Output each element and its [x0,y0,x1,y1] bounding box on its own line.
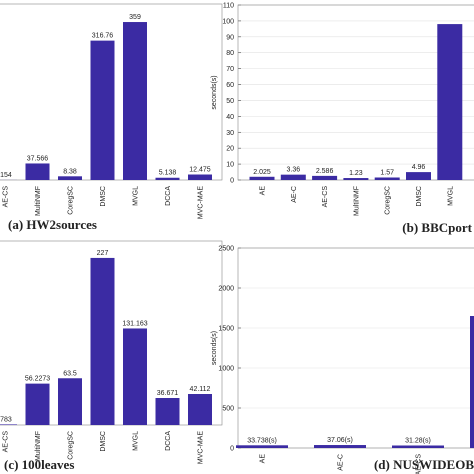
bar [314,445,366,448]
y-tick-label: 20 [226,146,234,153]
x-tick-label: AE-CS [3,431,10,453]
x-tick-label: MVC-MAE [198,431,205,464]
x-tick-label: MVGL [133,431,140,451]
value-label: 316.76 [92,33,114,40]
chart-title: (a) HW2sources [8,217,97,232]
y-tick-label: 2500 [218,246,234,253]
x-tick-label: MultiNMF [353,186,360,216]
x-tick-label: DMSC [100,431,107,452]
y-tick-label: 30 [226,130,234,137]
y-tick-label: 40 [226,114,234,121]
y-tick-label: 1000 [218,366,234,373]
bar [123,328,147,425]
value-label: 227 [97,250,109,257]
value-label: 131.163 [122,320,147,327]
bar [58,378,82,425]
bar [90,40,115,181]
value-label: 56.2273 [25,376,50,383]
x-tick-label: DCCA [165,186,172,206]
value-label: .154 [0,172,12,179]
bar [236,445,288,448]
value-label: 3.36 [286,167,300,174]
bar [188,394,212,425]
value-label: 8.38 [63,168,77,175]
bar [25,163,50,180]
y-tick-label: 110 [223,3,234,10]
y-axis-label: seconds(s) [211,331,218,365]
chart-title: (d) NUSWIDEOB [374,457,474,472]
x-tick-label: CoregSC [68,186,75,215]
x-tick-label: MVGL [447,186,454,206]
value-label: 1.23 [349,170,363,177]
bar [392,445,444,448]
bar [0,424,17,425]
bar [123,22,147,180]
value-label: 63.5 [63,370,77,377]
bar [470,316,474,448]
x-tick-label: MultiNMF [35,186,42,216]
y-tick-label: 100 [222,18,234,25]
y-tick-label: 500 [222,406,234,413]
value-label: .783 [0,416,12,423]
y-tick-label: 80 [226,50,234,57]
bar [155,177,180,180]
x-tick-label: CoregSC [385,186,392,215]
y-tick-label: 60 [226,82,234,89]
value-label: 37.06(s) [327,437,353,444]
value-label: 12.475 [189,167,211,174]
y-tick-label: 50 [226,98,234,105]
x-tick-label: AE-CS [322,186,329,208]
bar [90,257,115,425]
value-label: 2.586 [316,168,334,175]
bar [188,174,212,180]
value-label: 31.28(s) [405,437,431,444]
x-tick-label: AE-C [338,454,345,471]
value-label: 4.96 [412,164,426,171]
value-label: 36.671 [157,390,179,397]
y-tick-label: 70 [226,66,234,73]
x-tick-label: DMSC [100,186,107,207]
x-tick-label: DMSC [416,186,423,207]
bar [25,383,50,425]
x-tick-label: AE [260,454,267,464]
x-tick-label: AE-CS [416,454,423,474]
bar [312,175,338,180]
y-tick-label: 2000 [218,286,234,293]
y-tick-label: 1500 [218,326,234,333]
bar [374,177,400,180]
x-tick-label: AE-C [291,186,298,203]
value-label: 2.025 [253,169,271,176]
y-tick-label: 10 [226,162,234,169]
bar [155,398,180,425]
x-tick-label: MultiNMF [35,431,42,461]
x-tick-label: DCCA [165,431,172,451]
bar [437,24,463,180]
bar [249,176,275,180]
x-tick-label: AE-CS [3,186,10,208]
x-tick-label: MVC-MAE [198,186,205,219]
y-tick-label: 0 [230,178,234,185]
plot-frame [237,247,474,449]
y-tick-label: 90 [226,34,234,41]
value-label: 42.112 [190,386,211,393]
x-tick-label: CoregSC [68,431,75,460]
value-label: 37.566 [27,155,49,162]
bar [58,176,82,180]
x-tick-label: AE [260,186,267,196]
chart-title: (c) 100leaves [4,457,74,472]
y-axis-label: seconds(s) [211,75,218,109]
x-tick-label: MVGL [133,186,140,206]
chart-title: (b) BBCport [402,220,472,235]
value-label: 359 [129,14,141,21]
y-tick-label: 0 [230,446,234,453]
value-label: 33.738(s) [247,437,277,444]
bar [280,174,306,180]
value-label: 5.138 [159,170,177,177]
value-label: 1.57 [380,170,394,177]
bar [406,172,431,180]
bar [343,178,369,180]
